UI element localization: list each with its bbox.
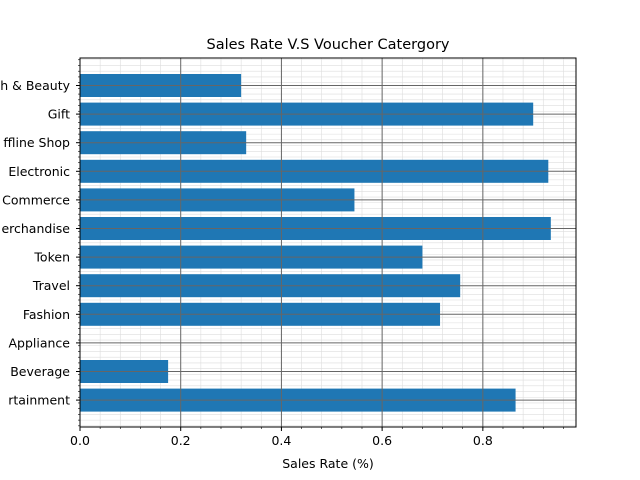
x-tick-label: 0.0 xyxy=(70,433,90,448)
y-tick-label: Appliance xyxy=(8,335,70,350)
y-tick-label: Electronic xyxy=(8,164,70,179)
y-tick-label: erchandise xyxy=(1,221,70,236)
y-tick-label: Gift xyxy=(48,107,70,122)
x-tick-label: 0.4 xyxy=(271,433,291,448)
y-tick-label: Token xyxy=(33,250,70,265)
x-tick-label: 0.2 xyxy=(171,433,191,448)
plot-area: 0.0 0.2 0.4 0.6 0.8 h & Beauty Gift ffline Shop… xyxy=(0,57,577,448)
y-tick-label: Beverage xyxy=(10,364,70,379)
x-tick-label: 0.8 xyxy=(473,433,493,448)
chart-title: Sales Rate V.S Voucher Catergory xyxy=(207,37,450,53)
y-tick-label: rtainment xyxy=(8,393,70,408)
x-axis-label: Sales Rate (%) xyxy=(282,456,374,471)
y-tick-label: Fashion xyxy=(23,307,70,322)
y-tick-label: Travel xyxy=(32,278,70,293)
y-tick-label: Commerce xyxy=(2,192,70,207)
y-tick-label: ffline Shop xyxy=(3,135,70,150)
y-tick-label: h & Beauty xyxy=(0,78,70,93)
x-tick-label: 0.6 xyxy=(372,433,392,448)
